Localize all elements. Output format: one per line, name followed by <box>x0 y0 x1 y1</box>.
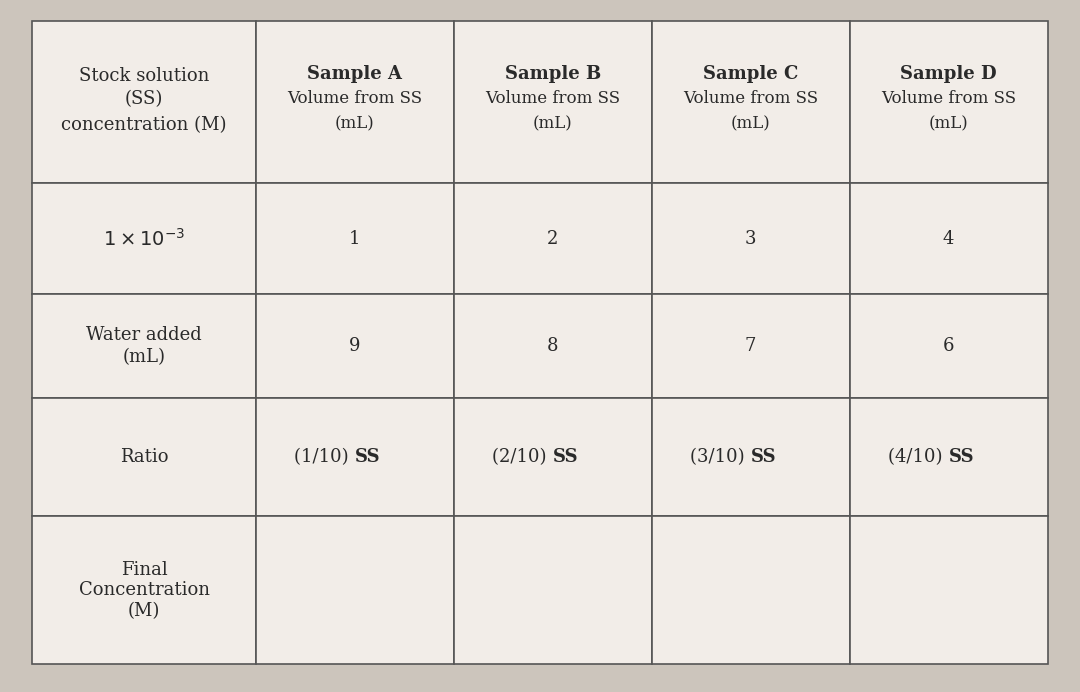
Text: Sample C: Sample C <box>703 66 798 84</box>
Text: (M): (M) <box>127 602 160 620</box>
Text: Volume from SS: Volume from SS <box>485 90 620 107</box>
Bar <box>850 183 1048 295</box>
Bar <box>256 295 454 398</box>
Text: Water added: Water added <box>86 326 202 344</box>
Text: Final: Final <box>121 561 167 579</box>
Text: Volume from SS: Volume from SS <box>881 90 1016 107</box>
Text: (mL): (mL) <box>532 116 572 133</box>
Text: Volume from SS: Volume from SS <box>683 90 819 107</box>
Text: 2: 2 <box>546 230 558 248</box>
Text: SS: SS <box>948 448 974 466</box>
Bar <box>256 398 454 516</box>
Text: (2/10): (2/10) <box>492 448 553 466</box>
Bar <box>256 183 454 295</box>
Text: 3: 3 <box>745 230 756 248</box>
Text: concentration (M): concentration (M) <box>62 116 227 134</box>
Text: Volume from SS: Volume from SS <box>287 90 422 107</box>
Bar <box>651 183 850 295</box>
Text: (mL): (mL) <box>731 116 770 133</box>
Text: Sample B: Sample B <box>504 66 600 84</box>
Text: (mL): (mL) <box>335 116 375 133</box>
Bar <box>850 21 1048 183</box>
Bar <box>32 516 256 664</box>
Text: 7: 7 <box>745 337 756 355</box>
Bar <box>454 398 651 516</box>
Text: Ratio: Ratio <box>120 448 168 466</box>
Bar <box>651 398 850 516</box>
Text: 4: 4 <box>943 230 955 248</box>
Text: Concentration: Concentration <box>79 581 210 599</box>
Bar <box>454 21 651 183</box>
Bar <box>256 21 454 183</box>
Text: 1: 1 <box>349 230 361 248</box>
Bar <box>454 183 651 295</box>
Text: Stock solution: Stock solution <box>79 67 210 85</box>
Text: SS: SS <box>751 448 777 466</box>
Text: $\mathit{1}\times\mathit{10}^{-3}$: $\mathit{1}\times\mathit{10}^{-3}$ <box>103 228 186 250</box>
Bar <box>850 295 1048 398</box>
Bar <box>651 295 850 398</box>
Text: (4/10): (4/10) <box>889 448 948 466</box>
Bar <box>651 516 850 664</box>
Text: SS: SS <box>553 448 578 466</box>
Bar <box>32 183 256 295</box>
Bar <box>850 516 1048 664</box>
Text: 9: 9 <box>349 337 361 355</box>
Bar <box>32 295 256 398</box>
Bar <box>256 516 454 664</box>
Bar <box>651 21 850 183</box>
Bar <box>32 398 256 516</box>
Bar <box>454 295 651 398</box>
Text: (SS): (SS) <box>125 90 163 108</box>
Bar <box>850 398 1048 516</box>
Text: (3/10): (3/10) <box>690 448 751 466</box>
Text: (1/10): (1/10) <box>295 448 354 466</box>
Bar <box>454 516 651 664</box>
Text: Sample D: Sample D <box>901 66 997 84</box>
Text: (mL): (mL) <box>122 348 165 366</box>
Text: (mL): (mL) <box>929 116 969 133</box>
Bar <box>32 21 256 183</box>
Text: 8: 8 <box>546 337 558 355</box>
Text: Sample A: Sample A <box>307 66 402 84</box>
Text: 6: 6 <box>943 337 955 355</box>
Text: SS: SS <box>354 448 380 466</box>
